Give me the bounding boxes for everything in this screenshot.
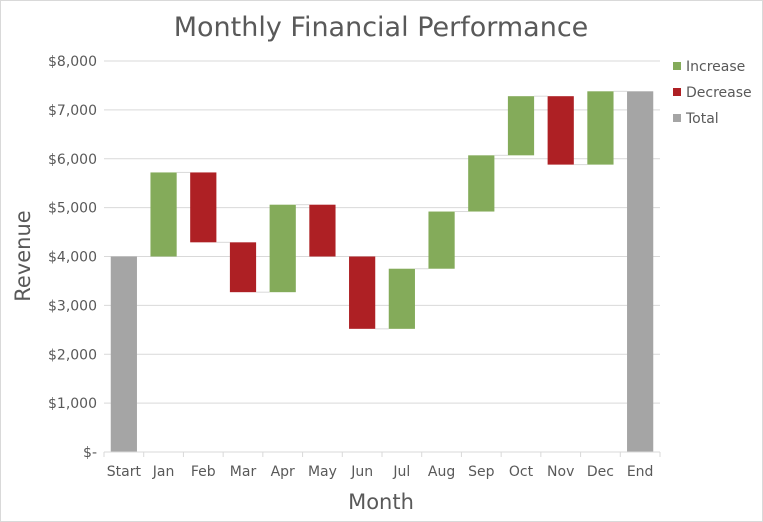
legend-label-increase: Increase bbox=[686, 59, 745, 75]
bar-end bbox=[627, 91, 654, 453]
bar-jul bbox=[388, 268, 415, 329]
y-tick-label: $6,000 bbox=[48, 152, 97, 168]
legend-swatch-decrease bbox=[673, 88, 681, 96]
x-tick-label: Jan bbox=[152, 464, 175, 480]
x-tick-label: May bbox=[308, 464, 337, 480]
y-axis-title: Revenue bbox=[11, 210, 35, 301]
x-tick-label: Aug bbox=[428, 464, 455, 480]
x-tick-label: Apr bbox=[271, 464, 295, 480]
bar-may bbox=[309, 204, 336, 257]
x-tick-label: Oct bbox=[509, 464, 534, 480]
y-tick-label: $3,000 bbox=[48, 298, 97, 314]
bar-mar bbox=[229, 242, 257, 293]
x-axis-tick-labels: Start Jan Feb Mar Apr May Jun Jul Aug Sep Oct Nov De… bbox=[103, 452, 661, 480]
legend-swatch-increase bbox=[673, 62, 681, 70]
x-tick-label: Dec bbox=[587, 464, 614, 480]
bar-sep bbox=[468, 155, 495, 212]
x-tick-label: Jun bbox=[350, 464, 373, 480]
bar-feb bbox=[190, 172, 217, 243]
y-axis-tick-labels: $- $1,000 $2,000 $3,000 $4,000 $5,000 $6,000 $7… bbox=[48, 54, 97, 461]
gridlines bbox=[104, 60, 660, 404]
chart-title: Monthly Financial Performance bbox=[174, 12, 589, 43]
y-tick-label: $7,000 bbox=[48, 103, 97, 119]
legend: Increase Decrease Total bbox=[673, 59, 752, 127]
y-tick-label: $2,000 bbox=[48, 347, 97, 363]
legend-swatch-total bbox=[673, 114, 681, 122]
y-tick-label: $4,000 bbox=[48, 250, 97, 266]
bar-jun bbox=[349, 256, 376, 329]
x-tick-label: Jul bbox=[392, 464, 410, 480]
x-tick-label: Start bbox=[107, 464, 142, 480]
y-tick-label: $1,000 bbox=[48, 396, 97, 412]
bar-apr bbox=[269, 204, 296, 293]
connector-lines bbox=[136, 90, 628, 330]
bar-start bbox=[110, 256, 137, 452]
y-tick-label: $5,000 bbox=[48, 201, 97, 217]
y-tick-label: $8,000 bbox=[48, 54, 97, 70]
bar-oct bbox=[507, 96, 535, 156]
x-tick-label: Sep bbox=[468, 464, 495, 480]
bar-nov bbox=[547, 96, 574, 165]
legend-label-decrease: Decrease bbox=[686, 85, 752, 101]
bar-jan bbox=[150, 172, 177, 257]
legend-label-total: Total bbox=[685, 111, 719, 127]
x-tick-label: Feb bbox=[191, 464, 216, 480]
bar-dec bbox=[587, 91, 614, 165]
y-tick-label: $- bbox=[83, 445, 97, 461]
bars bbox=[110, 91, 654, 453]
x-tick-label: Nov bbox=[547, 464, 574, 480]
bar-aug bbox=[428, 211, 455, 269]
x-tick-label: End bbox=[627, 464, 654, 480]
x-axis-title: Month bbox=[348, 490, 414, 514]
x-tick-label: Mar bbox=[230, 464, 257, 480]
